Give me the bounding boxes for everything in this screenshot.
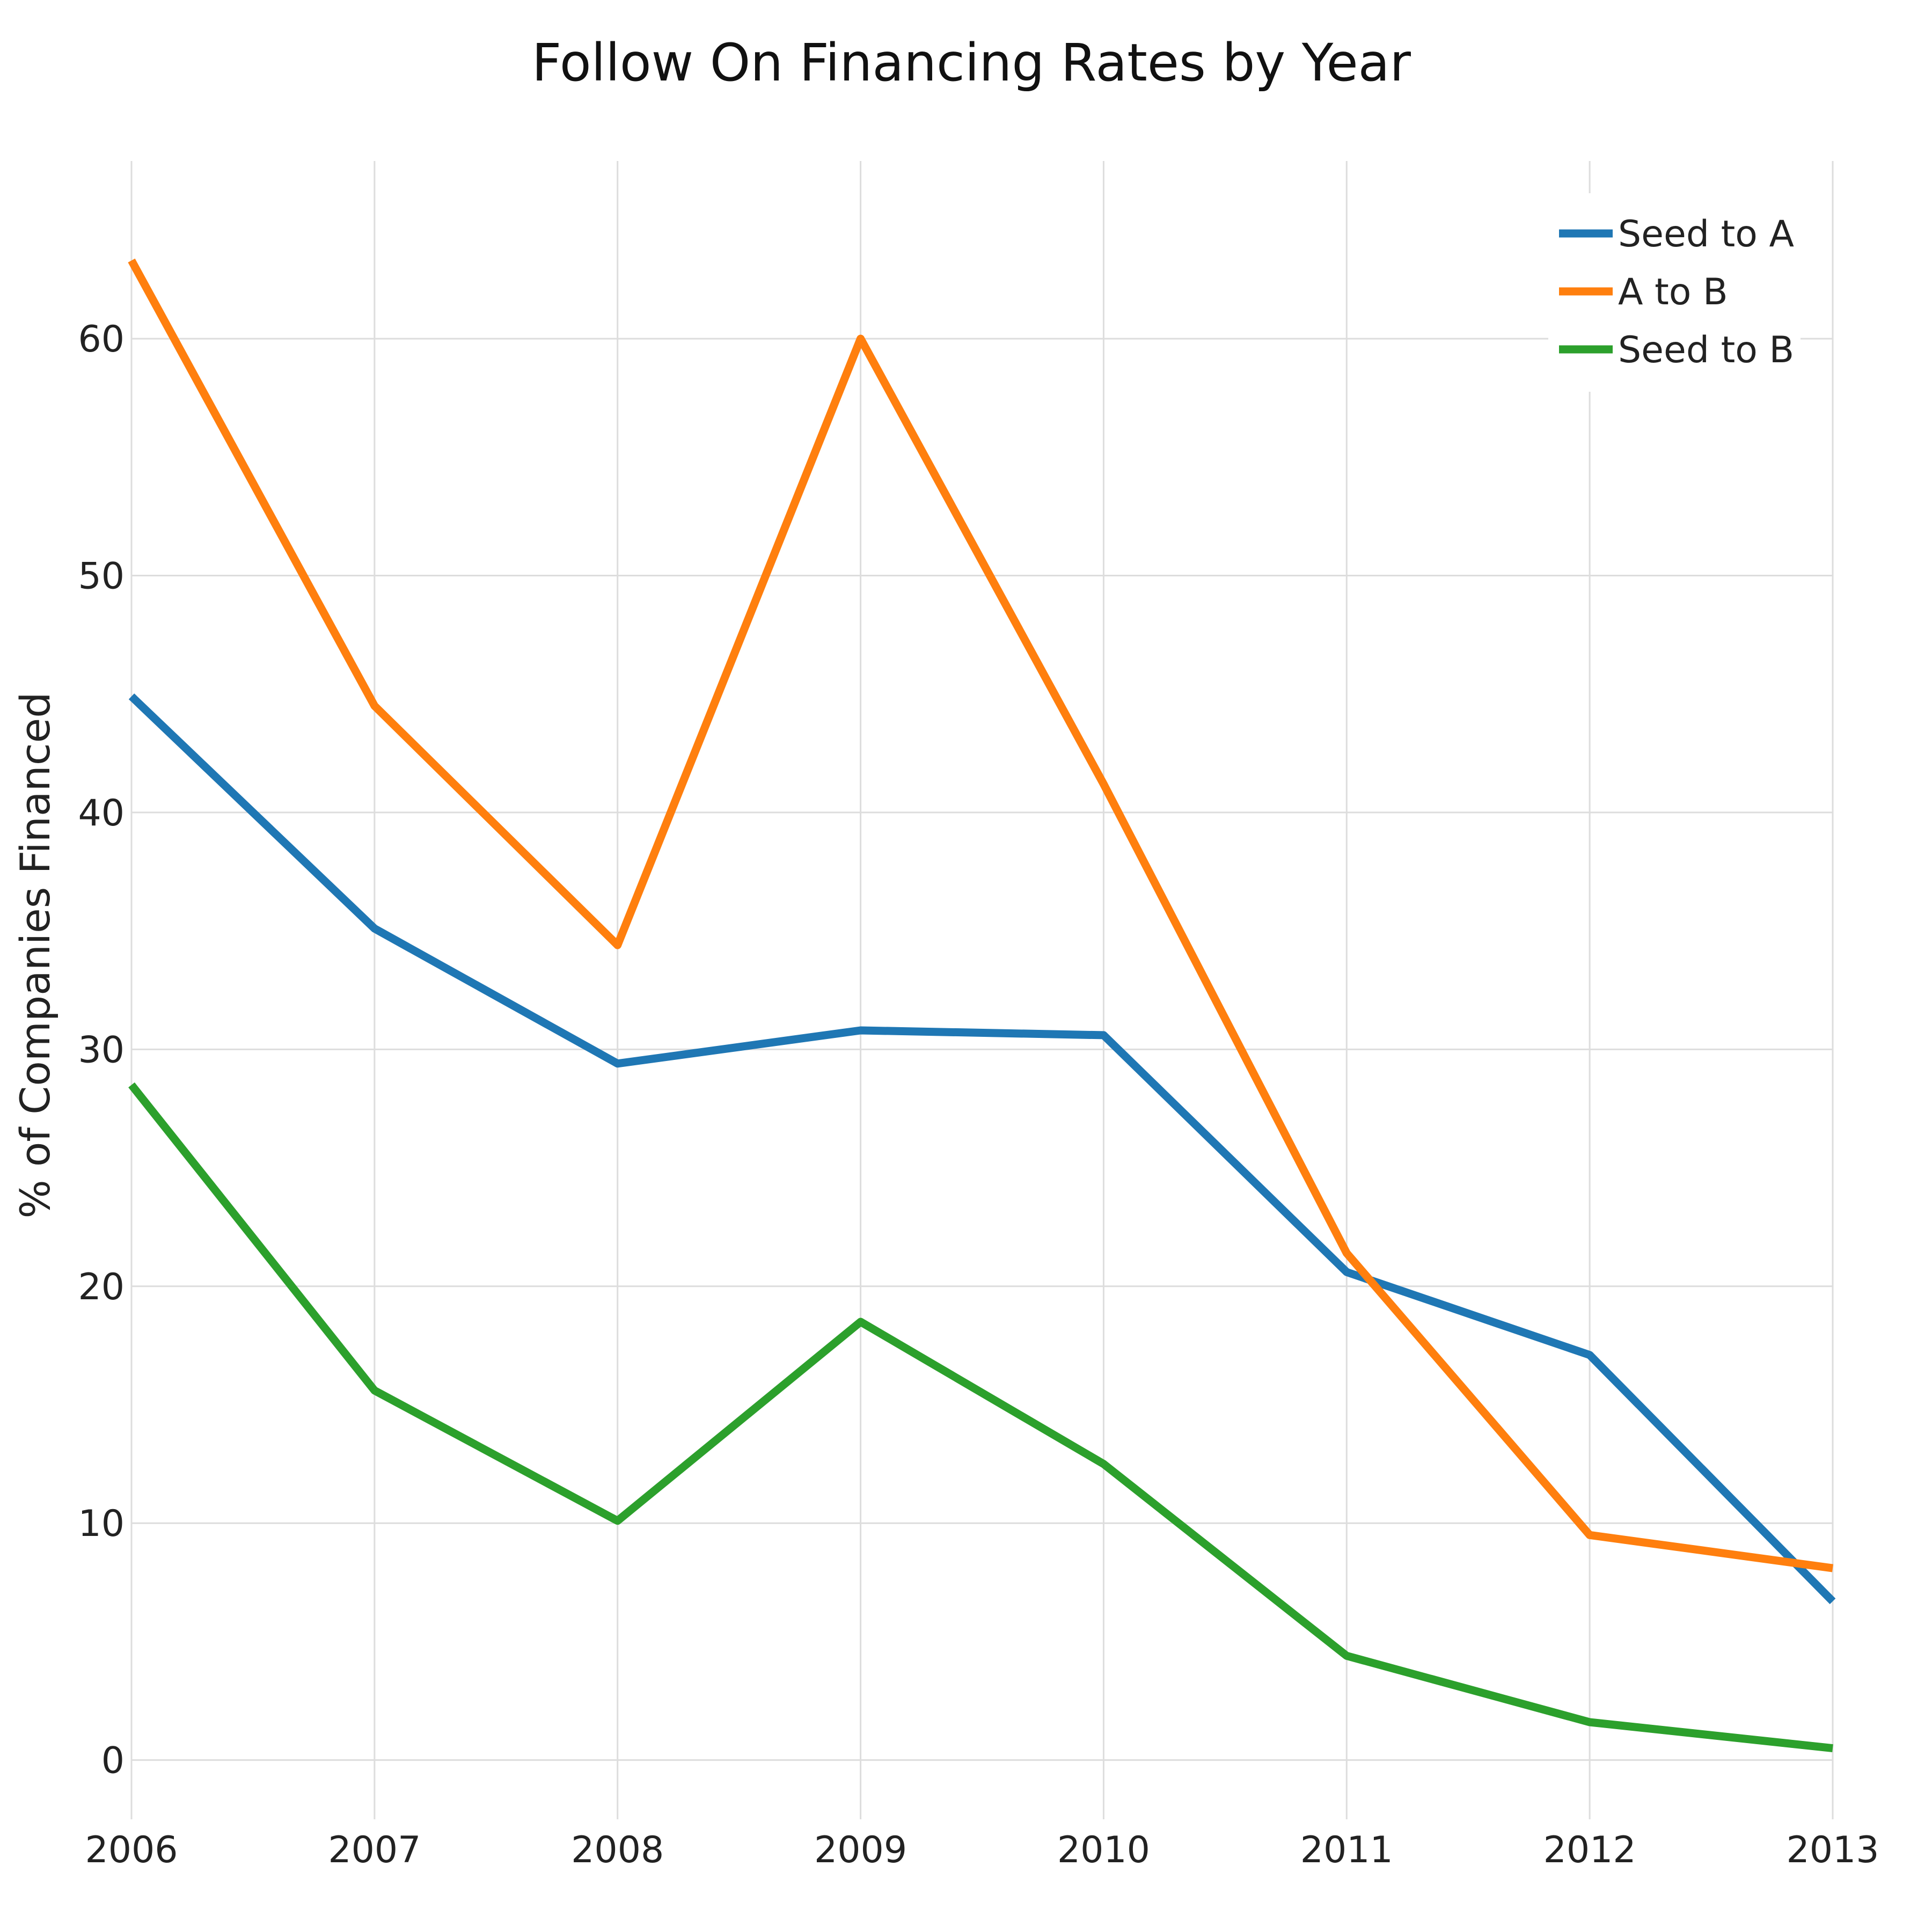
x-tick-label: 2011 xyxy=(1300,1829,1393,1871)
series-lines xyxy=(128,258,1836,1753)
x-tick-label: 2007 xyxy=(328,1829,421,1871)
y-tick-label: 50 xyxy=(78,555,125,598)
x-tick-label: 2008 xyxy=(571,1829,664,1871)
legend-label: A to B xyxy=(1618,271,1728,313)
x-tick-label: 2012 xyxy=(1543,1829,1636,1871)
y-tick-label: 40 xyxy=(78,792,125,835)
series-line-seed-to-a xyxy=(128,693,1836,1605)
y-tick-label: 60 xyxy=(78,318,125,361)
legend[interactable]: Seed to A A to B Seed to B xyxy=(1548,193,1801,392)
legend-item-a-to-b[interactable]: A to B xyxy=(1559,271,1728,313)
x-tick-label: 2006 xyxy=(85,1829,178,1871)
gridlines xyxy=(130,161,1834,1819)
y-tick-labels: 0 10 20 30 40 50 60 xyxy=(78,318,125,1782)
x-tick-label: 2009 xyxy=(814,1829,907,1871)
chart-title: Follow On Financing Rates by Year xyxy=(532,33,1411,93)
y-tick-label: 10 xyxy=(78,1503,125,1545)
series-line-seed-to-b xyxy=(128,1082,1833,1753)
legend-label: Seed to B xyxy=(1618,329,1794,371)
legend-item-seed-to-b[interactable]: Seed to B xyxy=(1559,329,1794,371)
legend-label: Seed to A xyxy=(1618,213,1794,255)
x-tick-label: 2013 xyxy=(1786,1829,1879,1871)
legend-item-seed-to-a[interactable]: Seed to A xyxy=(1559,213,1794,255)
x-tick-labels: 2006 2007 2008 2009 2010 2011 2012 2013 xyxy=(85,1829,1879,1871)
y-tick-label: 30 xyxy=(78,1029,125,1071)
series-line-a-to-b xyxy=(128,258,1834,1572)
y-axis-title: % of Companies Financed xyxy=(11,692,59,1219)
y-tick-label: 20 xyxy=(78,1266,125,1308)
y-tick-label: 0 xyxy=(101,1740,125,1782)
x-tick-label: 2010 xyxy=(1057,1829,1150,1871)
